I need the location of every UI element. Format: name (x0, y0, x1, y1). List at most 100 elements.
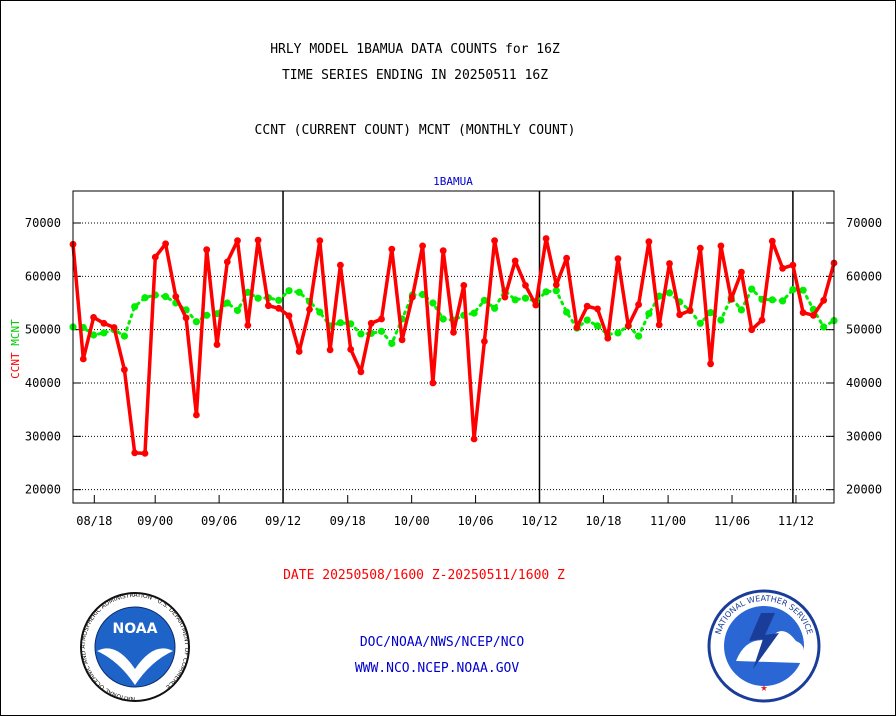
data-point-ccnt (676, 311, 684, 319)
data-point-mcnt (254, 294, 262, 302)
data-point-mcnt (593, 322, 602, 330)
data-point-ccnt (172, 293, 180, 300)
data-point-mcnt (480, 296, 488, 304)
data-point-ccnt (347, 346, 355, 353)
y-axis-label: CCNT MCNT (9, 319, 22, 379)
data-point-mcnt (100, 329, 108, 337)
ccnt-axis-label: CCNT (9, 352, 22, 379)
data-point-mcnt (635, 332, 643, 340)
data-point-mcnt (820, 323, 828, 331)
y-tick-label-right: 60000 (846, 269, 882, 283)
data-point-ccnt (470, 435, 478, 443)
data-point-ccnt (439, 247, 447, 255)
data-point-ccnt (779, 264, 786, 272)
x-tick-label: 09/06 (201, 514, 237, 528)
data-point-mcnt (162, 293, 170, 301)
data-point-mcnt (470, 309, 478, 317)
series-layer (69, 235, 838, 457)
data-point-mcnt (563, 308, 571, 316)
data-point-mcnt (223, 299, 231, 307)
data-point-ccnt (151, 253, 159, 261)
x-tick-label: 11/12 (778, 514, 814, 528)
data-point-ccnt (799, 309, 807, 316)
org-text: DOC/NOAA/NWS/NCEP/NCO (360, 635, 525, 650)
data-point-ccnt (645, 238, 653, 246)
plot-border (72, 190, 835, 504)
y-tick-label-right: 30000 (846, 429, 882, 443)
data-point-mcnt (192, 318, 200, 326)
data-point-ccnt (182, 314, 190, 322)
data-point-mcnt (491, 304, 499, 312)
y-tick-label-left: 50000 (25, 323, 61, 337)
data-point-ccnt (635, 301, 642, 308)
data-point-mcnt (120, 332, 128, 340)
data-point-ccnt (203, 246, 211, 254)
x-tick-label: 10/00 (394, 514, 430, 528)
data-point-ccnt (522, 282, 529, 289)
nws-logo: ★ NATIONAL WEATHER SERVICE (707, 589, 821, 703)
data-point-mcnt (141, 294, 149, 302)
date-range: DATE 20250508/1600 Z-20250511/1600 Z (283, 568, 565, 583)
data-point-ccnt (121, 366, 128, 374)
x-tick-label: 10/12 (521, 514, 557, 528)
data-point-ccnt (398, 336, 406, 344)
data-point-mcnt (336, 319, 344, 327)
data-point-ccnt (419, 242, 426, 250)
data-point-ccnt (316, 237, 324, 245)
data-point-mcnt (696, 319, 704, 327)
data-point-mcnt (233, 306, 242, 315)
data-point-mcnt (439, 315, 447, 323)
data-point-ccnt (357, 368, 365, 376)
series-line-ccnt (71, 236, 836, 456)
data-point-ccnt (409, 293, 416, 301)
data-point-ccnt (511, 257, 519, 265)
data-point-mcnt (429, 299, 437, 307)
data-point-mcnt (789, 286, 797, 294)
data-point-ccnt (326, 346, 334, 354)
y-tick-label-right: 20000 (846, 483, 882, 497)
x-tick-label: 09/00 (137, 514, 173, 528)
title-line-1: HRLY MODEL 1BAMUA DATA COUNTS for 16Z (270, 42, 560, 57)
data-point-ccnt (717, 242, 725, 250)
data-point-mcnt (316, 308, 324, 316)
noaa-logo-text: NOAA (113, 621, 158, 637)
data-point-ccnt (223, 258, 231, 266)
mcnt-axis-label: MCNT (9, 319, 22, 346)
data-point-mcnt (779, 297, 787, 305)
data-point-mcnt (244, 288, 252, 296)
y-tick-label-left: 70000 (25, 216, 61, 230)
data-point-ccnt (748, 326, 756, 334)
data-point-ccnt (552, 281, 560, 289)
nws-star-icon: ★ (760, 680, 767, 694)
y-axis-label-group: CCNT MCNT (9, 319, 22, 379)
data-point-mcnt (203, 311, 211, 319)
data-point-ccnt (265, 302, 272, 310)
data-point-mcnt (614, 329, 622, 337)
data-point-ccnt (696, 244, 704, 252)
data-point-mcnt (707, 309, 715, 317)
data-point-ccnt (244, 322, 252, 329)
data-point-ccnt (100, 319, 108, 327)
data-point-ccnt (131, 449, 139, 457)
data-point-ccnt (501, 293, 509, 301)
data-point-mcnt (583, 316, 591, 324)
data-point-ccnt (213, 341, 221, 348)
x-tick-label: 09/18 (330, 514, 366, 528)
url-link[interactable]: WWW.NCO.NCEP.NOAA.GOV (355, 661, 520, 676)
vertical-lines (282, 191, 794, 503)
data-point-mcnt (511, 296, 519, 304)
y-tick-label-left: 20000 (25, 483, 61, 497)
data-point-ccnt (285, 312, 293, 320)
x-tick-label: 11/06 (714, 514, 750, 528)
data-point-mcnt (90, 331, 98, 339)
data-point-ccnt (604, 334, 612, 342)
data-point-ccnt (686, 307, 694, 314)
data-point-ccnt (563, 254, 570, 262)
data-point-ccnt (624, 322, 632, 330)
y-tick-label-right: 40000 (846, 376, 882, 390)
data-point-ccnt (758, 316, 766, 324)
y-tick-label-right: 50000 (846, 323, 882, 337)
data-point-ccnt (594, 305, 601, 313)
